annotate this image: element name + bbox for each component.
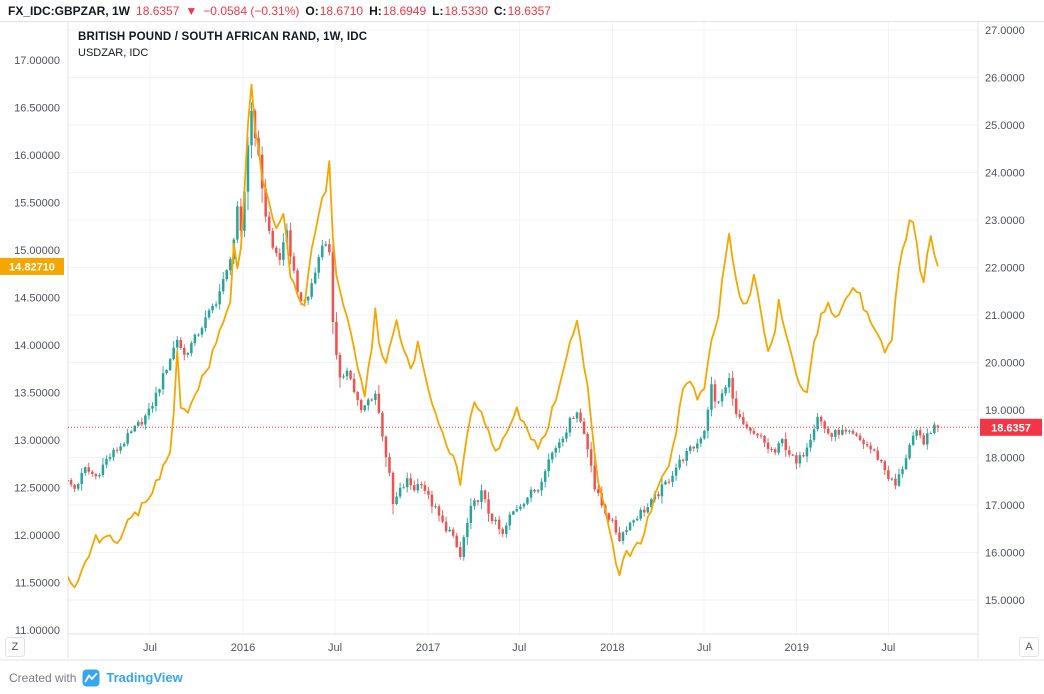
gbpzar-price-badge bbox=[980, 418, 1042, 436]
svg-text:15.0000: 15.0000 bbox=[985, 595, 1025, 607]
svg-text:19.0000: 19.0000 bbox=[985, 405, 1025, 417]
svg-text:11.50000: 11.50000 bbox=[15, 578, 60, 590]
usdzar-line bbox=[68, 83, 939, 589]
symbol-info-bar: FX_IDC:GBPZAR, 1W 18.6357 ▼ −0.0584 (−0.… bbox=[0, 0, 1044, 22]
axis-settings-button[interactable]: A bbox=[1019, 637, 1039, 657]
svg-text:27.0000: 27.0000 bbox=[985, 25, 1025, 37]
change-arrow-icon: ▼ bbox=[185, 3, 198, 18]
high-value: H: 18.6949 bbox=[369, 3, 427, 18]
svg-text:20.0000: 20.0000 bbox=[985, 358, 1025, 370]
price-change: −0.0584 (−0.31%) bbox=[203, 3, 300, 18]
pane-borders bbox=[0, 22, 1044, 661]
svg-text:21.0000: 21.0000 bbox=[985, 310, 1025, 322]
candlestick-series bbox=[68, 102, 940, 561]
svg-text:18.6357: 18.6357 bbox=[991, 422, 1031, 434]
svg-text:26.0000: 26.0000 bbox=[985, 73, 1025, 85]
svg-text:14.00000: 14.00000 bbox=[14, 340, 60, 352]
svg-text:Jul: Jul bbox=[881, 642, 895, 654]
svg-text:13.50000: 13.50000 bbox=[14, 388, 60, 400]
svg-text:16.0000: 16.0000 bbox=[985, 548, 1025, 560]
timezone-button[interactable]: Z bbox=[5, 637, 25, 657]
overlay-title[interactable]: USDZAR, IDC bbox=[78, 47, 149, 59]
price-labels: 14.82710 18.6357 bbox=[0, 257, 1042, 436]
tradingview-brand[interactable]: TradingView bbox=[106, 670, 183, 685]
low-value: L: 18.5330 bbox=[432, 3, 488, 18]
svg-text:17.00000: 17.00000 bbox=[14, 55, 60, 67]
svg-text:15.00000: 15.00000 bbox=[14, 245, 60, 257]
svg-text:Jul: Jul bbox=[512, 642, 526, 654]
svg-text:Jul: Jul bbox=[328, 642, 342, 654]
svg-text:25.0000: 25.0000 bbox=[985, 120, 1025, 132]
left-price-axis[interactable]: 17.00000 16.50000 16.00000 15.50000 15.00000… bbox=[14, 55, 60, 637]
created-with-label: Created with bbox=[9, 670, 77, 685]
svg-text:14.50000: 14.50000 bbox=[14, 293, 60, 305]
svg-text:15.50000: 15.50000 bbox=[14, 198, 60, 210]
svg-text:17.0000: 17.0000 bbox=[985, 500, 1025, 512]
svg-text:13.00000: 13.00000 bbox=[14, 435, 60, 447]
chart-legend: BRITISH POUND / SOUTH AFRICAN RAND, 1W, … bbox=[78, 31, 367, 59]
svg-text:14.82710: 14.82710 bbox=[9, 261, 55, 273]
svg-text:22.0000: 22.0000 bbox=[985, 263, 1025, 275]
svg-text:Jul: Jul bbox=[143, 642, 157, 654]
svg-text:23.0000: 23.0000 bbox=[985, 215, 1025, 227]
chart-title[interactable]: BRITISH POUND / SOUTH AFRICAN RAND, 1W, … bbox=[78, 31, 368, 43]
svg-text:16.50000: 16.50000 bbox=[14, 103, 60, 115]
svg-text:2018: 2018 bbox=[600, 642, 624, 654]
svg-text:2016: 2016 bbox=[231, 642, 255, 654]
open-value: O: 18.6710 bbox=[305, 3, 364, 18]
usdzar-price-badge bbox=[0, 257, 64, 275]
last-price-value: 18.6357 bbox=[136, 3, 180, 18]
svg-text:24.0000: 24.0000 bbox=[985, 168, 1025, 180]
svg-text:2019: 2019 bbox=[784, 642, 808, 654]
svg-text:2017: 2017 bbox=[416, 642, 440, 654]
time-axis[interactable]: Jul 2016 Jul 2017 Jul 2018 Jul 2019 Jul bbox=[143, 642, 895, 654]
svg-text:18.0000: 18.0000 bbox=[985, 453, 1025, 465]
svg-text:12.00000: 12.00000 bbox=[14, 530, 60, 542]
close-value: C: 18.6357 bbox=[493, 3, 551, 18]
svg-text:12.50000: 12.50000 bbox=[14, 483, 60, 495]
symbol-title[interactable]: FX_IDC:GBPZAR, 1W bbox=[8, 3, 131, 18]
svg-text:Jul: Jul bbox=[697, 642, 711, 654]
svg-text:11.00000: 11.00000 bbox=[15, 625, 60, 637]
attribution-bar: Created with TradingView bbox=[0, 661, 1044, 694]
svg-text:16.00000: 16.00000 bbox=[14, 150, 60, 162]
right-price-axis[interactable]: 27.0000 26.0000 25.0000 24.0000 23.0000 22.00… bbox=[985, 25, 1025, 607]
tradingview-logo-icon[interactable] bbox=[82, 669, 100, 687]
